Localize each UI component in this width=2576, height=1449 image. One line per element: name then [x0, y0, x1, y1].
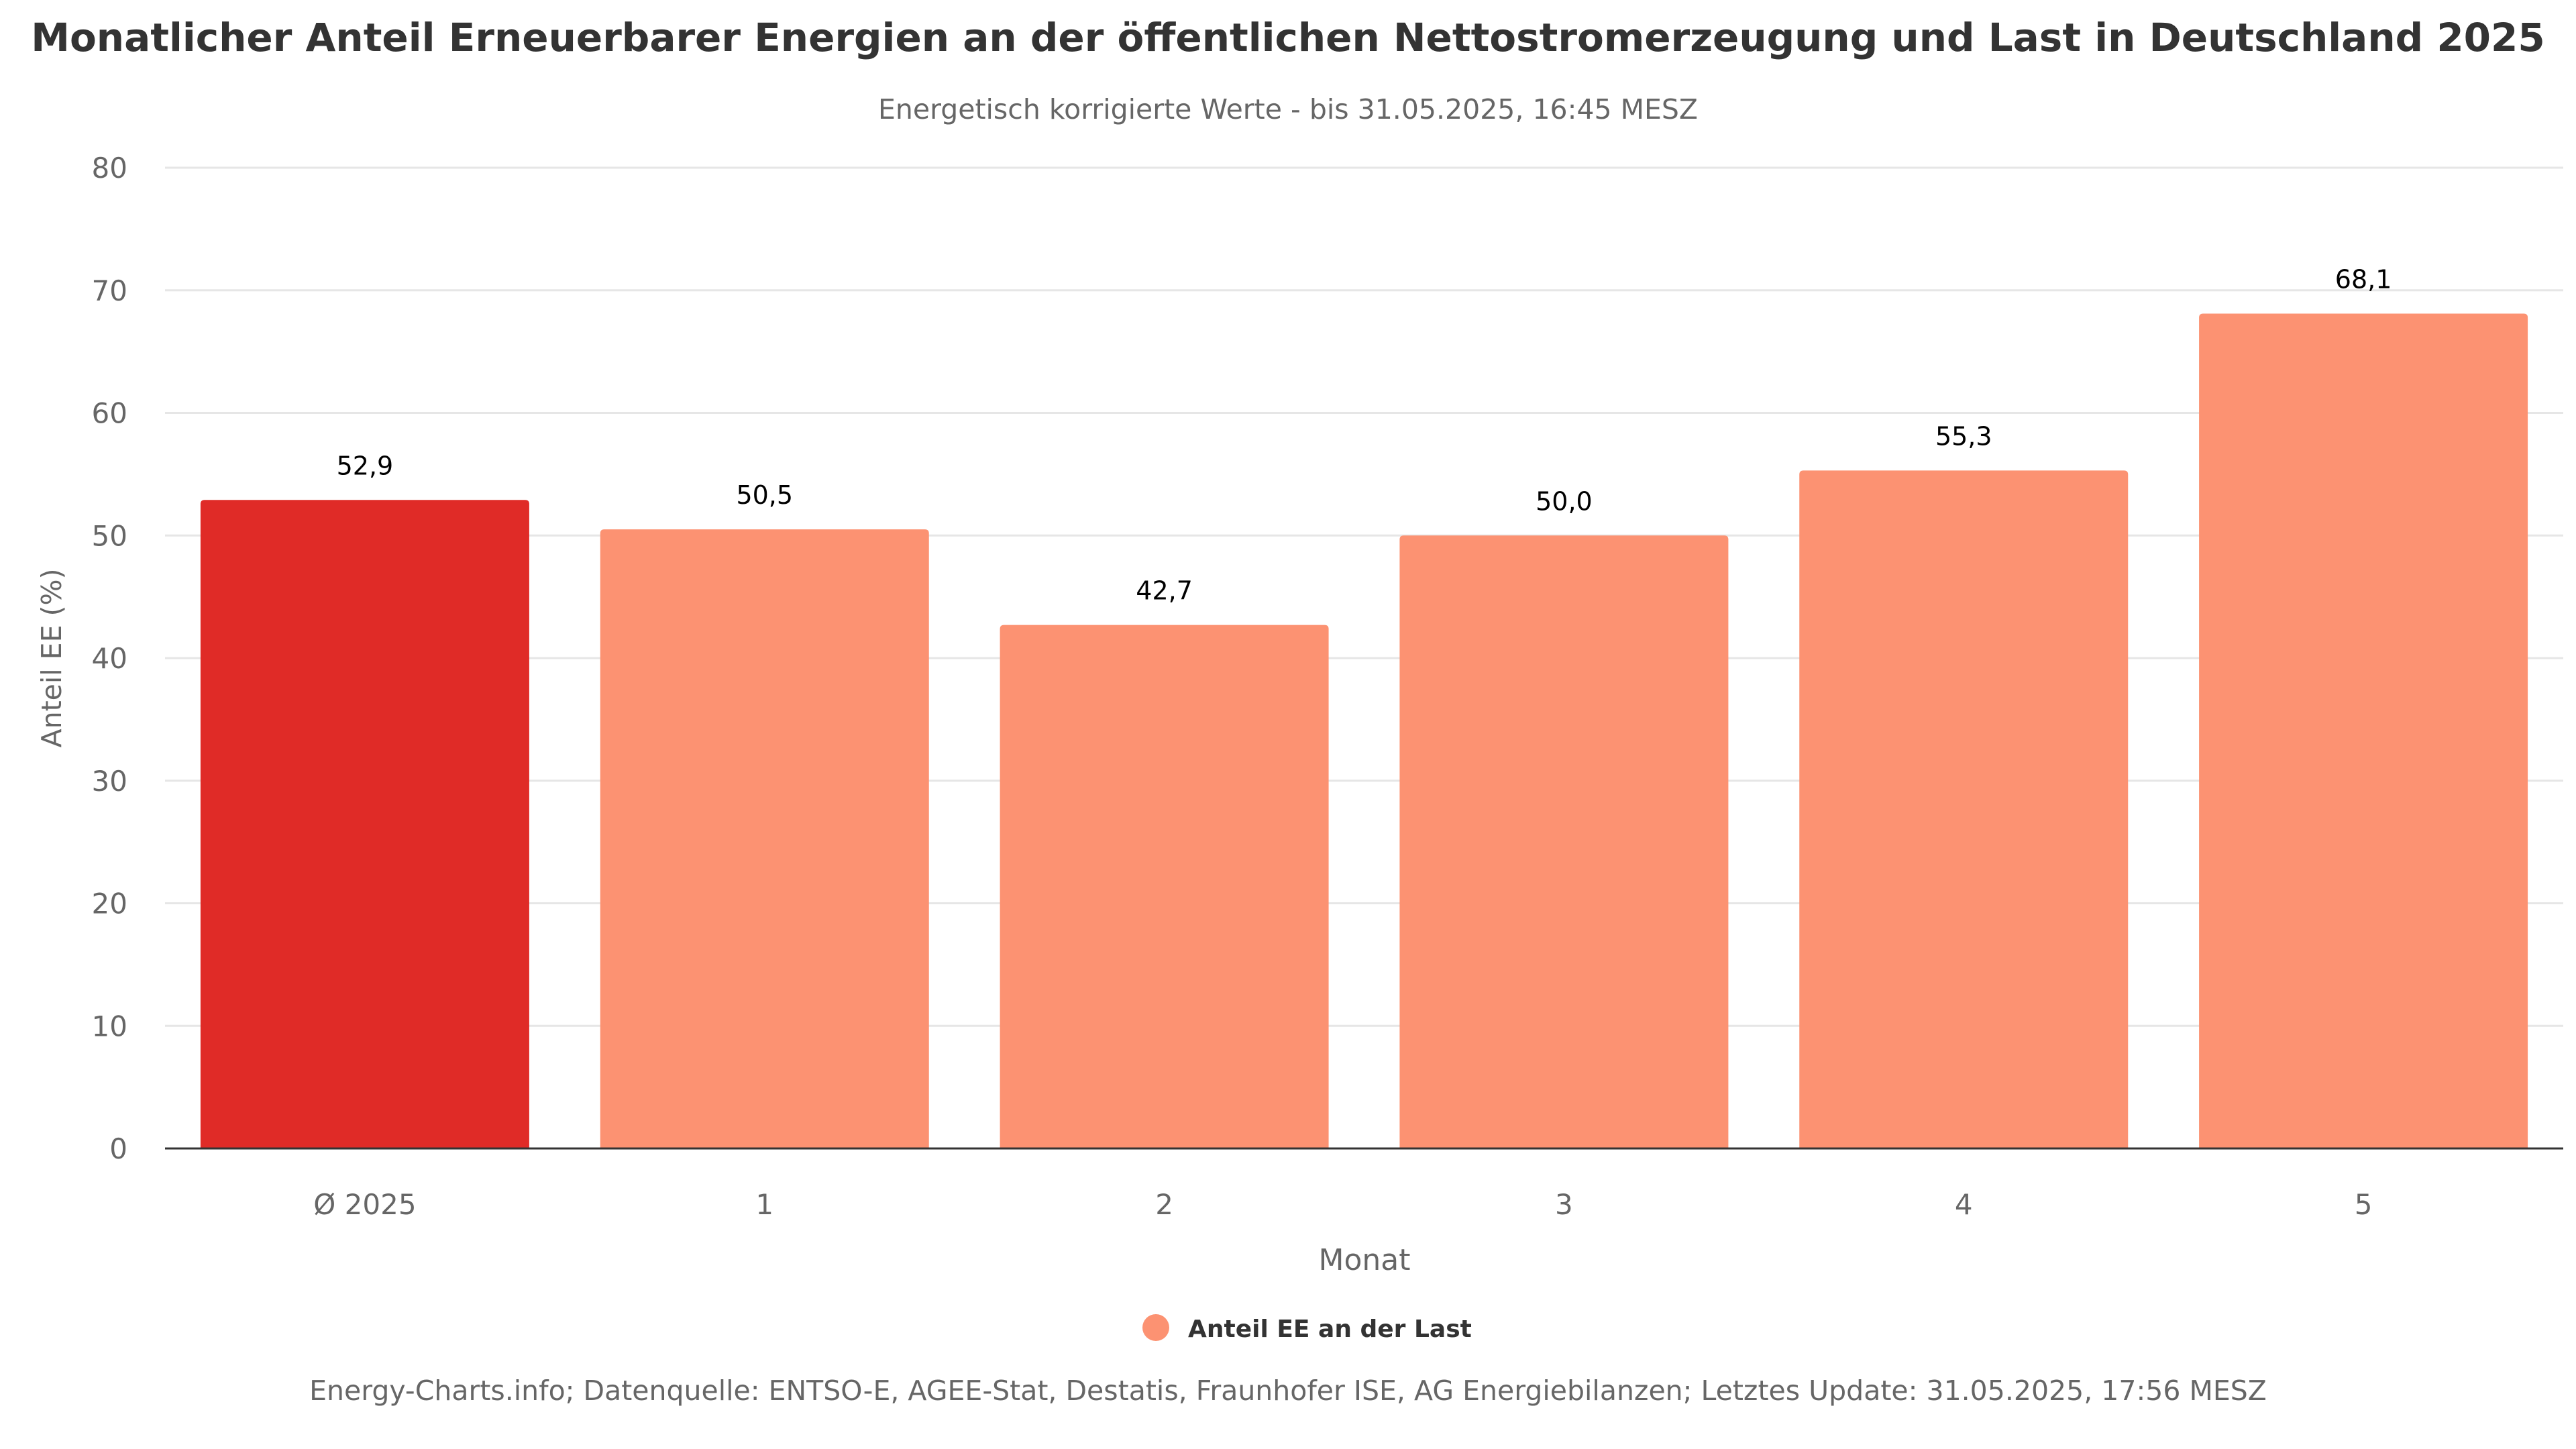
data-label: 52,9: [337, 451, 394, 480]
chart-subtitle: Energetisch korrigierte Werte - bis 31.0…: [878, 93, 1698, 125]
x-tick-label: Ø 2025: [313, 1188, 416, 1221]
y-tick-label: 80: [92, 152, 127, 184]
y-axis-title: Anteil EE (%): [36, 569, 68, 748]
x-tick-label: 3: [1555, 1188, 1573, 1221]
y-tick-label: 60: [92, 397, 127, 430]
bar[interactable]: [1000, 625, 1329, 1148]
legend-marker-icon: [1142, 1314, 1169, 1341]
data-label: 55,3: [1935, 421, 1992, 451]
y-tick-label: 0: [109, 1132, 127, 1165]
legend-item-label[interactable]: Anteil EE an der Last: [1188, 1316, 1472, 1343]
chart-credits[interactable]: Energy-Charts.info; Datenquelle: ENTSO-E…: [309, 1375, 2267, 1407]
x-tick-label: 2: [1155, 1188, 1173, 1221]
y-axis-ticks: 0 10 20 30 40 50 60 70 80: [92, 152, 127, 1165]
y-tick-label: 70: [92, 274, 127, 307]
data-labels: 52,9 50,5 42,7 50,0 55,3 68,1: [337, 264, 2392, 605]
data-label: 68,1: [2335, 264, 2392, 294]
bars: [200, 313, 2528, 1148]
bar[interactable]: [600, 529, 929, 1148]
y-tick-label: 30: [92, 765, 127, 798]
bar[interactable]: [200, 500, 529, 1148]
bar[interactable]: [2199, 313, 2528, 1148]
bar[interactable]: [1799, 470, 2129, 1148]
y-tick-label: 40: [92, 642, 127, 675]
chart-title: Monatlicher Anteil Erneuerbarer Energien…: [31, 15, 2545, 60]
data-label: 42,7: [1136, 576, 1193, 606]
x-tick-label: 5: [2355, 1188, 2373, 1221]
x-axis-title: Monat: [1319, 1243, 1411, 1277]
y-tick-label: 20: [92, 888, 127, 920]
legend[interactable]: Anteil EE an der Last: [1142, 1314, 1472, 1343]
y-tick-label: 50: [92, 519, 127, 552]
bar[interactable]: [1399, 535, 1729, 1148]
x-tick-label: 1: [755, 1188, 773, 1221]
x-tick-label: 4: [1955, 1188, 1973, 1221]
data-label: 50,0: [1536, 486, 1593, 516]
grid-lines: [165, 166, 2563, 1027]
x-axis-ticks: Ø 2025 1 2 3 4 5: [313, 1188, 2372, 1221]
y-tick-label: 10: [92, 1010, 127, 1042]
data-label: 50,5: [736, 480, 793, 510]
